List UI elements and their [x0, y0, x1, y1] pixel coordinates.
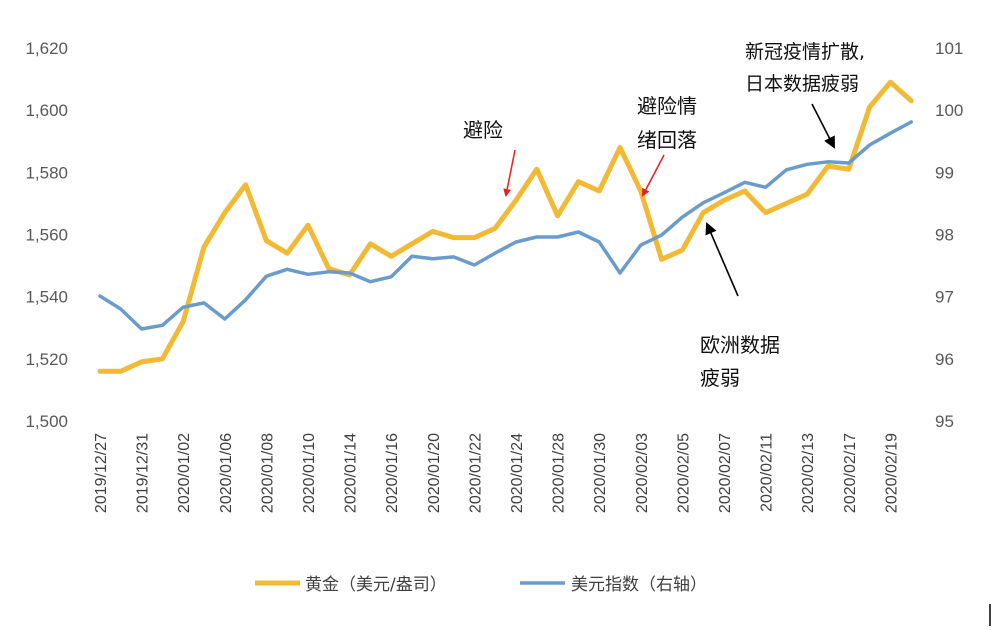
x-tick-label: 2020/01/30	[592, 433, 609, 513]
x-tick-label: 2020/02/17	[842, 433, 859, 513]
y-left-tick-label: 1,540	[25, 288, 68, 307]
legend-label-gold: 黄金（美元/盎司）	[305, 575, 447, 595]
y-left-tick-label: 1,520	[25, 350, 68, 369]
x-tick-label: 2020/01/08	[259, 433, 276, 513]
left-y-axis: 1,500 1,520 1,540 1,560 1,580 1,600 1,620	[25, 39, 68, 431]
x-tick-label: 2020/01/24	[509, 433, 526, 513]
legend-item-gold: 黄金（美元/盎司）	[255, 575, 447, 595]
annotation-text: 疲弱	[700, 366, 740, 390]
y-left-tick-label: 1,560	[25, 226, 68, 245]
x-tick-label: 2020/01/16	[384, 433, 401, 513]
x-tick-label: 2020/02/19	[883, 433, 900, 513]
annotation-text: 欧洲数据	[700, 333, 780, 357]
y-right-tick-label: 95	[935, 412, 954, 431]
annotation-text: 日本数据疲弱	[745, 73, 859, 95]
right-y-axis: 95 96 97 98 99 100 101	[935, 39, 963, 431]
annotation-text: 新冠疫情扩散,	[745, 41, 865, 63]
x-tick-label: 2020/01/20	[426, 433, 443, 513]
series-line-dollar-index	[98, 120, 913, 331]
series-line-gold	[97, 79, 914, 374]
x-tick-label: 2020/02/11	[759, 433, 776, 512]
legend-label-dollar-index: 美元指数（右轴）	[571, 575, 707, 595]
y-right-tick-label: 101	[935, 39, 963, 58]
y-left-tick-label: 1,580	[25, 163, 68, 182]
annotation-covid-japan: 新冠疫情扩散, 日本数据疲弱	[745, 41, 865, 149]
y-right-tick-label: 97	[935, 288, 954, 307]
y-left-tick-label: 1,620	[25, 39, 68, 58]
red-arrow-icon	[642, 154, 665, 197]
annotation-safe-haven: 避险	[463, 118, 516, 197]
x-axis: 2019/12/27 2019/12/31 2020/01/02 2020/01/06…	[93, 433, 900, 513]
y-right-tick-label: 98	[935, 226, 954, 245]
x-tick-label: 2020/01/02	[176, 433, 193, 513]
x-tick-label: 2020/02/05	[675, 433, 692, 513]
annotation-text: 避险情	[637, 94, 697, 118]
black-arrow-icon	[705, 222, 739, 297]
annotation-text: 绪回落	[637, 128, 697, 152]
legend: 黄金（美元/盎司） 美元指数（右轴）	[255, 575, 707, 595]
annotation-text: 避险	[463, 118, 503, 142]
y-left-tick-label: 1,600	[25, 101, 68, 120]
black-arrow-icon	[811, 103, 835, 149]
x-tick-label: 2020/01/22	[467, 433, 484, 513]
annotation-europe-weak: 欧洲数据 疲弱	[700, 222, 780, 390]
x-tick-label: 2020/01/10	[301, 433, 318, 513]
annotation-risk-off-fades: 避险情 绪回落	[637, 94, 697, 197]
x-tick-label: 2020/01/28	[551, 433, 568, 513]
x-tick-label: 2020/02/07	[717, 433, 734, 513]
y-right-tick-label: 96	[935, 350, 954, 369]
x-tick-label: 2020/01/06	[218, 433, 235, 513]
x-tick-label: 2020/02/03	[634, 433, 651, 513]
legend-item-dollar-index: 美元指数（右轴）	[520, 575, 707, 595]
x-tick-label: 2020/02/13	[800, 433, 817, 513]
y-left-tick-label: 1,500	[25, 412, 68, 431]
x-tick-label: 2020/01/14	[343, 433, 360, 513]
y-right-tick-label: 99	[935, 163, 954, 182]
x-tick-label: 2019/12/31	[135, 433, 152, 513]
x-tick-label: 2019/12/27	[93, 433, 110, 513]
red-arrow-icon	[503, 149, 516, 197]
y-right-tick-label: 100	[935, 101, 963, 120]
series-lines	[97, 79, 914, 374]
